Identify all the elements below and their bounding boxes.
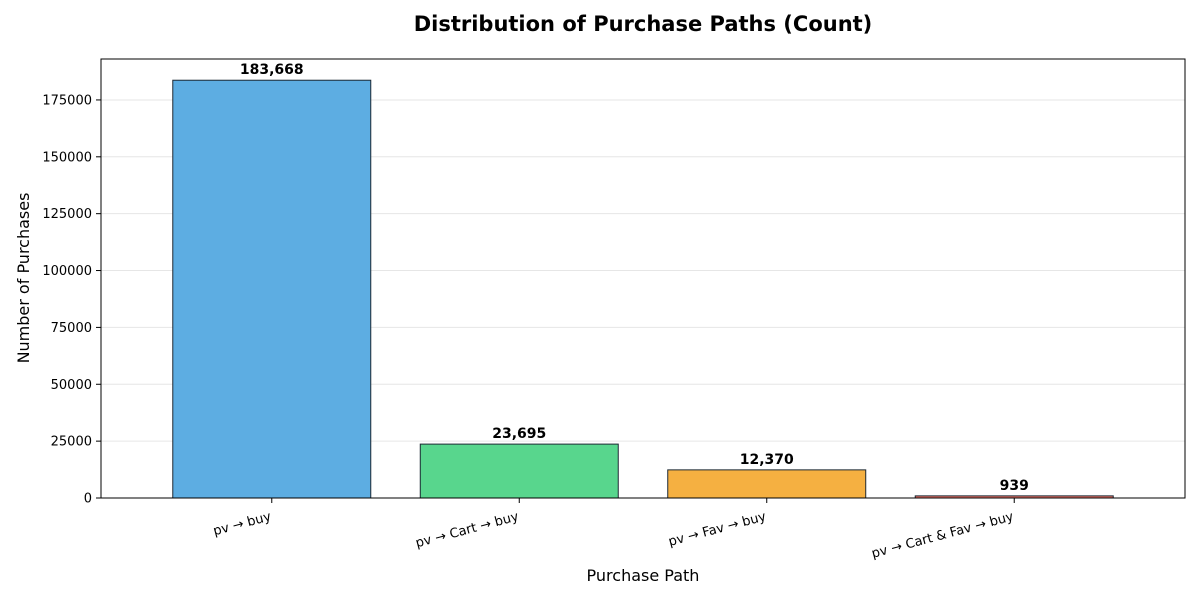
bar (419, 443, 619, 499)
bar (667, 469, 867, 499)
bar-value-label: 183,668 (240, 62, 304, 78)
y-tick-label: 25000 (51, 435, 92, 450)
y-axis-ticks: 0 25000 50000 75000 100000 125000 150000 175000 (42, 93, 101, 507)
x-tick-label: pv → Cart → buy (414, 509, 520, 551)
plot-frame (100, 58, 1186, 499)
y-tick-label: 100000 (42, 264, 92, 279)
bar-value-label: 939 (1000, 478, 1029, 494)
x-axis-label: Purchase Path (587, 566, 700, 585)
y-tick-label: 125000 (42, 207, 92, 222)
bar-value-label: 12,370 (740, 452, 794, 468)
x-tick-label: pv → buy (212, 509, 273, 539)
y-tick-label: 75000 (51, 321, 92, 336)
x-tick-label: pv → Cart & Fav → buy (870, 509, 1015, 561)
chart-title: Distribution of Purchase Paths (Count) (414, 12, 873, 36)
bar-value-label: 23,695 (492, 426, 546, 442)
bars (172, 79, 1114, 499)
y-tick-label: 0 (84, 492, 92, 507)
bar (172, 79, 372, 499)
x-tick-label: pv → Fav → buy (667, 509, 768, 550)
x-axis-ticks: pv → buy pv → Cart → buy pv → Fav → buy pv … (212, 498, 1016, 562)
y-tick-label: 150000 (42, 150, 92, 165)
y-tick-label: 175000 (42, 93, 92, 108)
y-tick-label: 50000 (51, 378, 92, 393)
data-labels: 183,668 23,695 12,370 939 (240, 62, 1029, 494)
y-axis-label: Number of Purchases (14, 193, 33, 364)
